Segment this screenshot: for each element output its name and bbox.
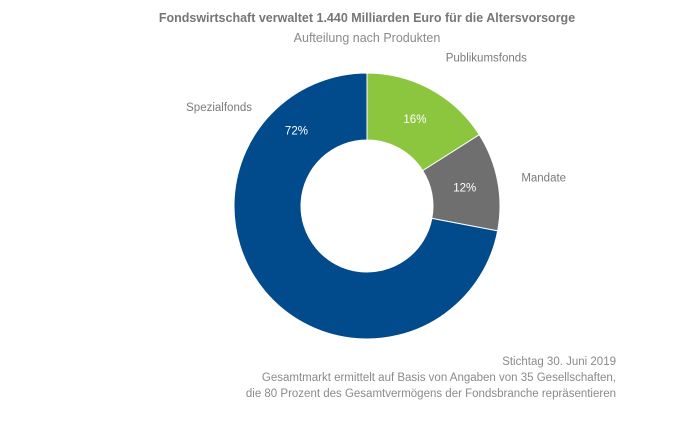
- data-label-spezialfonds: 72%: [285, 125, 308, 137]
- chart-subtitle: Aufteilung nach Produkten: [293, 31, 441, 45]
- category-label-spezialfonds: Spezialfonds: [186, 102, 252, 114]
- footer-note-1: Gesamtmarkt ermittelt auf Basis von Anga…: [261, 372, 616, 384]
- data-label-mandate: 12%: [453, 182, 476, 194]
- slice-spezialfonds: [233, 72, 499, 340]
- category-label-mandate: Mandate: [521, 173, 566, 185]
- footer-date: Stichtag 30. Juni 2019: [502, 356, 616, 368]
- category-label-publikumsfonds: Publikumsfonds: [446, 53, 527, 65]
- data-label-publikumsfonds: 16%: [403, 114, 426, 126]
- footer-note-2: die 80 Prozent des Gesamtvermögens der F…: [245, 388, 616, 400]
- chart-title: Fondswirtschaft verwaltet 1.440 Milliard…: [158, 11, 576, 25]
